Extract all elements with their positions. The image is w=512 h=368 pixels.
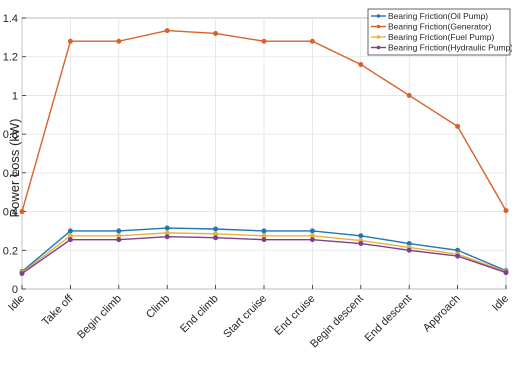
x-tick-label: End climb	[178, 293, 221, 336]
data-point	[309, 228, 315, 234]
data-point	[67, 237, 73, 243]
series-3	[19, 234, 509, 277]
data-point	[309, 237, 315, 243]
x-tick-label: End cruise	[272, 293, 317, 338]
data-point	[406, 247, 412, 253]
y-tick-label: 1.4	[3, 13, 18, 25]
data-point	[406, 92, 412, 98]
y-axis-ticks: 0 0.2 0.4 0.6 0.8 1 1.2 1.4	[3, 13, 26, 296]
y-tick-label: 1	[12, 90, 18, 102]
data-point	[67, 38, 73, 44]
x-tick-label: Start cruise	[221, 293, 269, 341]
data-point	[503, 270, 509, 276]
legend-marker	[376, 45, 381, 50]
data-point	[213, 235, 219, 241]
x-axis-ticks: Idle Take off Begin climb Climb End climb Sta…	[6, 285, 511, 350]
x-tick-label: Approach	[421, 293, 463, 335]
data-point	[116, 228, 122, 234]
data-point	[261, 38, 267, 44]
legend-label: Bearing Friction(Generator)	[388, 22, 492, 32]
x-tick-label: Idle	[490, 293, 511, 314]
series-group	[19, 28, 509, 277]
legend-label: Bearing Friction(Oil Pump)	[388, 11, 488, 21]
data-point	[358, 61, 364, 67]
data-point	[213, 30, 219, 36]
grid-lines	[21, 17, 507, 290]
y-tick-label: 0	[12, 284, 18, 296]
y-tick-label: 0.6	[3, 168, 18, 180]
data-point	[309, 38, 315, 44]
data-point	[455, 123, 461, 129]
x-tick-label: Take off	[40, 292, 76, 328]
data-point	[261, 228, 267, 234]
x-tick-label: Climb	[144, 293, 172, 321]
legend-label: Bearing Friction(Fuel Pump)	[388, 32, 494, 42]
data-point	[455, 253, 461, 259]
data-point	[164, 225, 170, 231]
legend-marker	[376, 24, 381, 29]
y-tick-label: 1.2	[3, 52, 18, 64]
x-tick-label: Begin climb	[75, 293, 124, 342]
y-axis-label: Power Loss (kW)	[7, 119, 22, 218]
legend-marker	[376, 14, 381, 18]
data-point	[67, 228, 73, 234]
legend-marker	[376, 35, 381, 39]
y-tick-label: 0.4	[3, 207, 18, 219]
data-point	[503, 208, 509, 214]
x-tick-label: End descent	[363, 293, 415, 345]
legend: Bearing Friction(Oil Pump)Bearing Fricti…	[367, 8, 512, 56]
data-point	[19, 209, 25, 215]
data-point	[116, 38, 122, 44]
legend-label: Bearing Friction(Hydraulic Pump)	[388, 43, 512, 53]
data-point	[213, 226, 219, 232]
legend-box	[367, 8, 511, 56]
data-point	[358, 233, 364, 239]
data-point	[164, 28, 170, 34]
series-1	[19, 28, 509, 215]
x-tick-label: Idle	[6, 293, 27, 314]
data-point	[116, 237, 122, 243]
data-point	[164, 234, 170, 240]
y-tick-label: 0.2	[3, 245, 18, 257]
data-point	[358, 241, 364, 247]
y-tick-label: 0.8	[3, 129, 18, 141]
data-point	[19, 271, 25, 277]
data-point	[261, 237, 267, 243]
